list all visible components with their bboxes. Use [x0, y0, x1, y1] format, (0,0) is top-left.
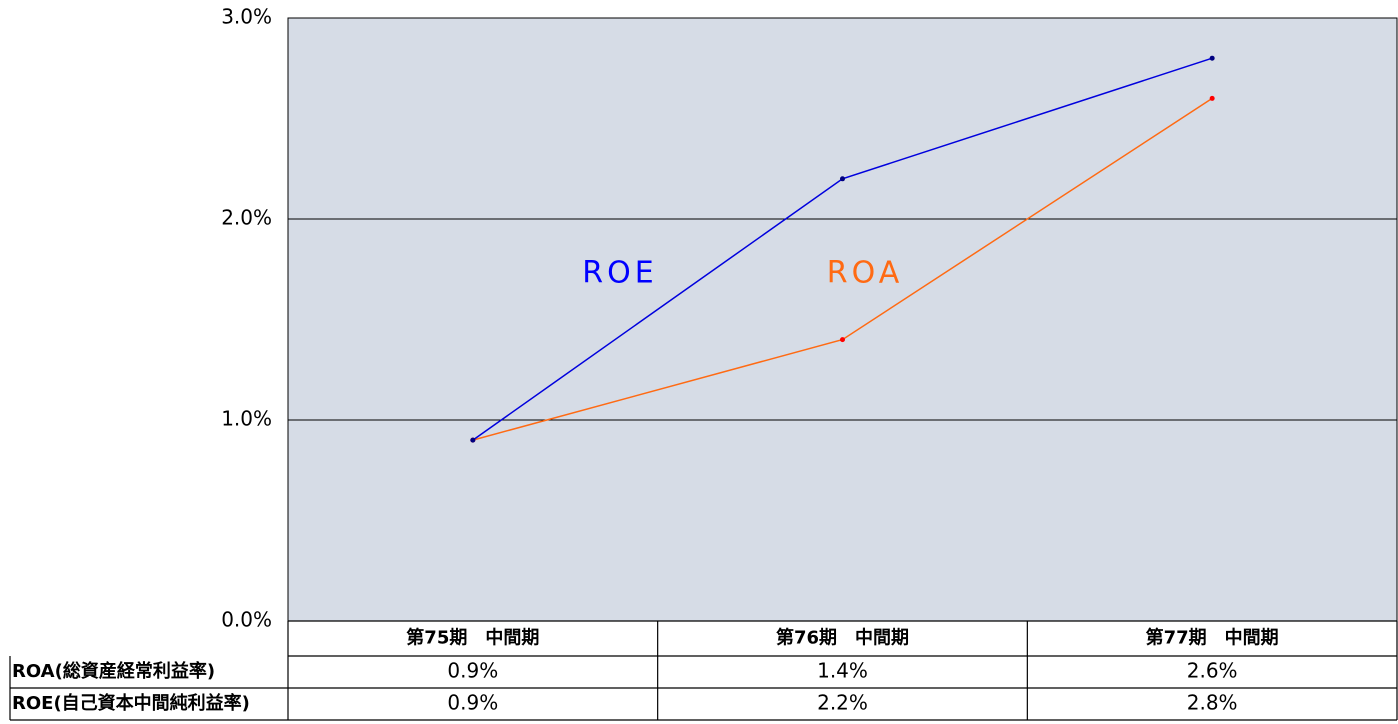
legend-label: ROA(総資産経常利益率)	[12, 660, 215, 682]
point	[470, 437, 476, 443]
x-tick-label: 第76期 中間期	[776, 627, 909, 649]
annotation: ROA	[827, 256, 903, 291]
x-tick-label: 第77期 中間期	[1146, 627, 1279, 649]
x-tick-label: 第75期 中間期	[406, 627, 539, 649]
plot-area	[287, 17, 1398, 622]
y-tick-label: 0.0%	[221, 608, 272, 632]
data-label: 0.9%	[447, 691, 498, 715]
data-label: 2.8%	[1187, 691, 1238, 715]
y-tick-label: 3.0%	[221, 5, 272, 29]
annotation: ROE	[582, 256, 657, 291]
data-label: 1.4%	[817, 659, 868, 683]
point	[840, 337, 845, 343]
y-tick-label: 2.0%	[221, 206, 272, 230]
y-tick-label: 1.0%	[221, 407, 272, 431]
data-label: 2.6%	[1187, 659, 1238, 683]
data-label: 2.2%	[817, 691, 868, 715]
point	[1209, 55, 1215, 61]
point	[1209, 95, 1215, 101]
point	[840, 176, 845, 182]
data-label: 0.9%	[447, 659, 498, 683]
legend-label: ROE(自己資本中間純利益率)	[12, 692, 250, 714]
